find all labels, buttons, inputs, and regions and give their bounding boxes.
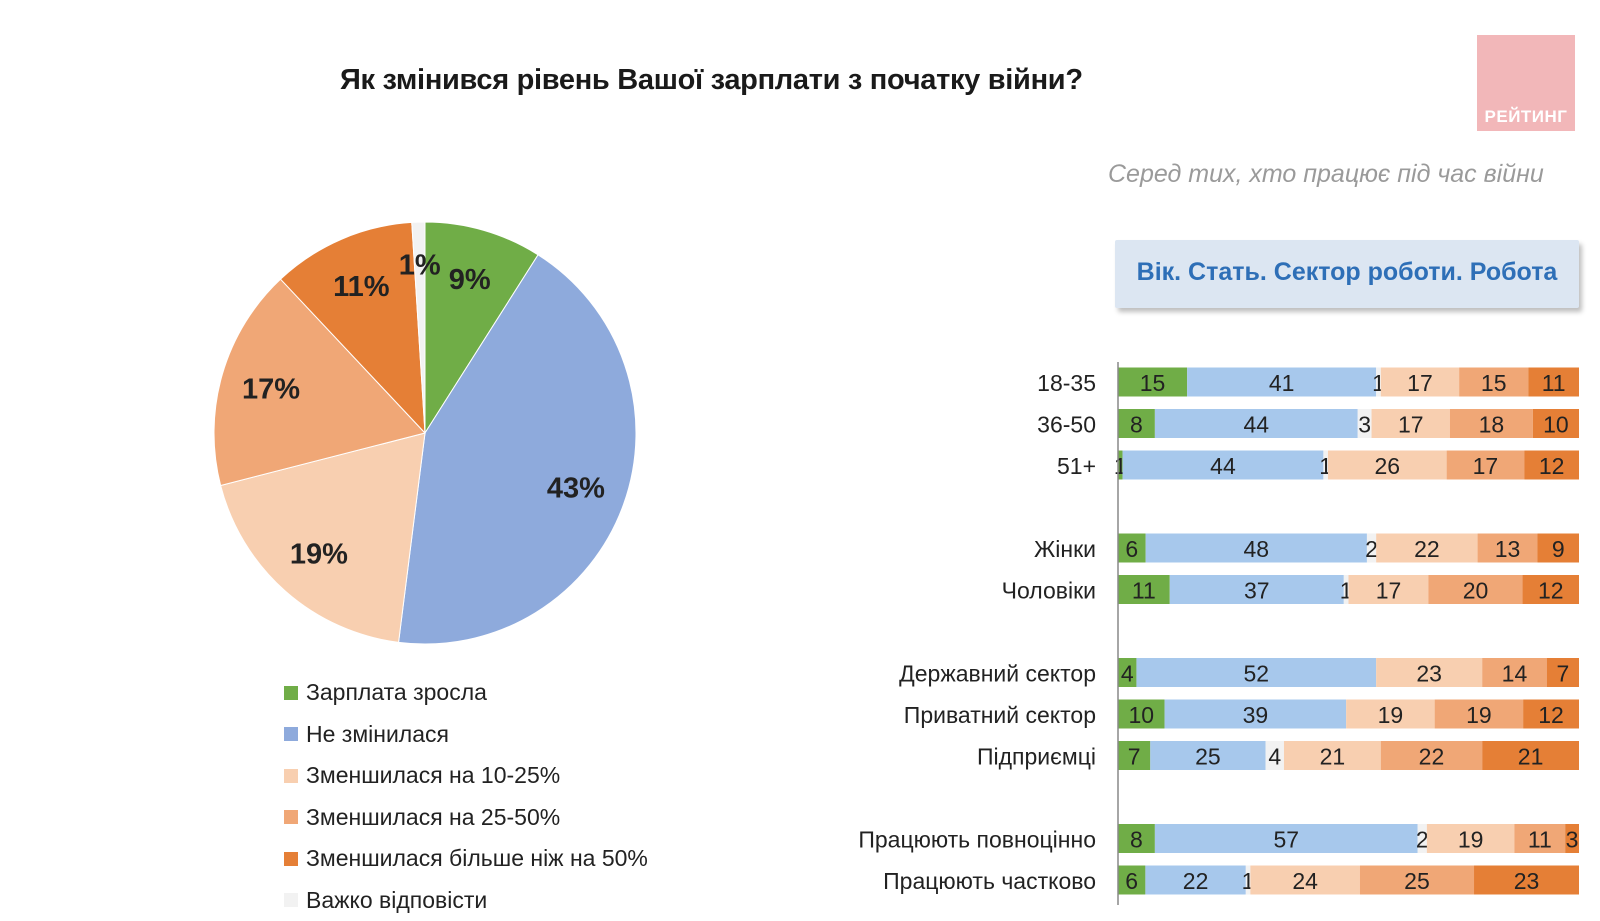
bar-value-label: 7 — [1556, 661, 1569, 687]
bar-value-label: 52 — [1244, 661, 1270, 687]
bar-value-label: 37 — [1244, 578, 1270, 604]
bar-value-label: 19 — [1378, 702, 1404, 728]
bar-value-label: 21 — [1320, 744, 1346, 770]
bar-category-label: Державний сектор — [899, 661, 1096, 687]
bar-value-label: 12 — [1539, 453, 1565, 479]
bar-value-label: 39 — [1243, 702, 1269, 728]
bar-value-label: 11 — [1542, 370, 1566, 396]
bar-value-label: 8 — [1130, 827, 1143, 853]
bar-value-label: 25 — [1404, 868, 1430, 894]
bar-value-label: 4 — [1268, 744, 1281, 770]
bar-value-label: 19 — [1458, 827, 1484, 853]
bar-value-label: 10 — [1128, 702, 1154, 728]
bar-value-label: 48 — [1244, 536, 1270, 562]
bar-value-label: 3 — [1358, 412, 1371, 438]
bar-value-label: 12 — [1538, 702, 1564, 728]
bar-category-label: Жінки — [1034, 536, 1096, 562]
bar-value-label: 17 — [1473, 453, 1499, 479]
bar-category-label: Підприємці — [977, 744, 1096, 770]
bar-value-label: 13 — [1495, 536, 1521, 562]
bar-value-label: 8 — [1130, 412, 1143, 438]
bar-value-label: 22 — [1414, 536, 1440, 562]
bar-value-label: 41 — [1269, 370, 1295, 396]
bar-value-label: 44 — [1210, 453, 1236, 479]
bar-value-label: 25 — [1195, 744, 1221, 770]
bar-category-label: Працюють повноцінно — [858, 827, 1096, 853]
bar-value-label: 14 — [1502, 661, 1528, 687]
bar-category-label: Чоловіки — [1002, 578, 1096, 604]
bar-value-label: 17 — [1376, 578, 1402, 604]
bar-value-label: 23 — [1416, 661, 1442, 687]
bar-value-label: 19 — [1466, 702, 1492, 728]
bar-value-label: 11 — [1132, 578, 1156, 604]
bar-value-label: 24 — [1292, 868, 1318, 894]
bar-category-label: Приватний сектор — [904, 702, 1096, 728]
bar-value-label: 23 — [1514, 868, 1540, 894]
bar-value-label: 6 — [1125, 536, 1138, 562]
bar-value-label: 21 — [1518, 744, 1544, 770]
bar-value-label: 26 — [1375, 453, 1401, 479]
bar-category-label: 36-50 — [1037, 412, 1096, 438]
bar-value-label: 2 — [1365, 536, 1378, 562]
bar-value-label: 18 — [1479, 412, 1505, 438]
bar-category-label: Працюють частково — [883, 868, 1096, 894]
bar-value-label: 15 — [1481, 370, 1507, 396]
bar-value-label: 17 — [1398, 412, 1424, 438]
bar-value-label: 17 — [1407, 370, 1433, 396]
bar-value-label: 2 — [1416, 827, 1429, 853]
bar-value-label: 22 — [1419, 744, 1445, 770]
bar-value-label: 6 — [1125, 868, 1138, 894]
bar-value-label: 44 — [1244, 412, 1270, 438]
bar-value-label: 10 — [1543, 412, 1569, 438]
bar-value-label: 20 — [1463, 578, 1489, 604]
bar-value-label: 22 — [1183, 868, 1209, 894]
bar-value-label: 11 — [1528, 827, 1552, 853]
bar-category-label: 51+ — [1057, 453, 1096, 479]
bar-value-label: 15 — [1140, 370, 1166, 396]
bar-value-label: 4 — [1121, 661, 1134, 687]
bar-value-label: 7 — [1128, 744, 1141, 770]
bar-value-label: 12 — [1538, 578, 1564, 604]
bar-value-label: 57 — [1273, 827, 1299, 853]
bar-value-label: 9 — [1552, 536, 1565, 562]
bar-category-label: 18-35 — [1037, 370, 1096, 396]
bar-value-label: 3 — [1566, 827, 1579, 853]
